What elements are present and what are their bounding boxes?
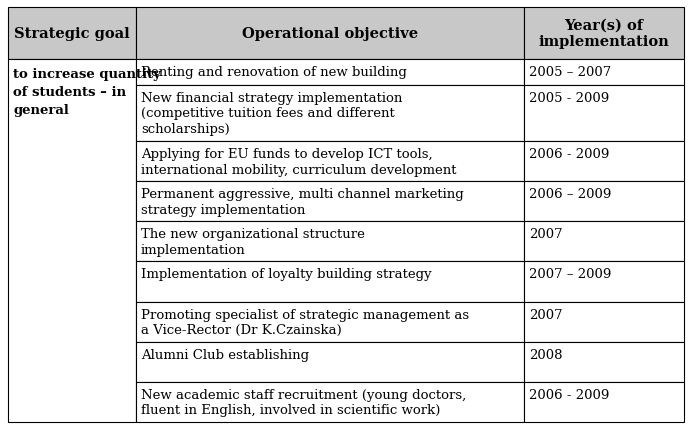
Text: Year(s) of
implementation: Year(s) of implementation [538, 19, 669, 49]
Bar [524, 182, 684, 222]
Text: 2007: 2007 [529, 308, 563, 321]
Text: Implementation of loyalty building strategy: Implementation of loyalty building strat… [141, 268, 432, 281]
Text: 2005 – 2007: 2005 – 2007 [529, 66, 611, 79]
Bar [524, 222, 684, 262]
Text: Strategic goal: Strategic goal [14, 27, 130, 41]
Text: Applying for EU funds to develop ICT tools,
international mobility, curriculum d: Applying for EU funds to develop ICT too… [141, 148, 457, 176]
Bar [524, 85, 684, 142]
Bar [136, 60, 524, 85]
Bar [524, 60, 684, 85]
Text: 2008: 2008 [529, 348, 563, 361]
Bar [136, 85, 524, 142]
Text: 2007: 2007 [529, 228, 563, 241]
Text: to increase quantity
of students – in
general: to increase quantity of students – in ge… [13, 68, 161, 117]
Text: 2006 – 2009: 2006 – 2009 [529, 188, 611, 201]
Text: 2005 - 2009: 2005 - 2009 [529, 91, 609, 104]
Bar [524, 8, 684, 60]
Bar [524, 302, 684, 342]
Text: Operational objective: Operational objective [242, 27, 418, 41]
Text: New academic staff recruitment (young doctors,
fluent in English, involved in sc: New academic staff recruitment (young do… [141, 388, 466, 416]
Bar [524, 142, 684, 182]
Bar [136, 382, 524, 422]
Text: Promoting specialist of strategic management as
a Vice-Rector (Dr K.Czainska): Promoting specialist of strategic manage… [141, 308, 469, 336]
Bar [136, 182, 524, 222]
Text: Permanent aggressive, multi channel marketing
strategy implementation: Permanent aggressive, multi channel mark… [141, 188, 464, 216]
Bar [136, 262, 524, 302]
Bar [8, 60, 136, 422]
Text: The new organizational structure
implementation: The new organizational structure impleme… [141, 228, 365, 256]
Text: Renting and renovation of new building: Renting and renovation of new building [141, 66, 407, 79]
Bar [136, 342, 524, 382]
Bar [136, 302, 524, 342]
Text: 2007 – 2009: 2007 – 2009 [529, 268, 611, 281]
Bar [136, 222, 524, 262]
Bar [136, 142, 524, 182]
Text: 2006 - 2009: 2006 - 2009 [529, 388, 610, 401]
Text: Alumni Club establishing: Alumni Club establishing [141, 348, 309, 361]
Text: New financial strategy implementation
(competitive tuition fees and different
sc: New financial strategy implementation (c… [141, 91, 402, 135]
Bar [524, 262, 684, 302]
Bar [524, 382, 684, 422]
Bar [524, 342, 684, 382]
Bar [136, 8, 524, 60]
Text: 2006 - 2009: 2006 - 2009 [529, 148, 610, 161]
Bar [8, 8, 136, 60]
